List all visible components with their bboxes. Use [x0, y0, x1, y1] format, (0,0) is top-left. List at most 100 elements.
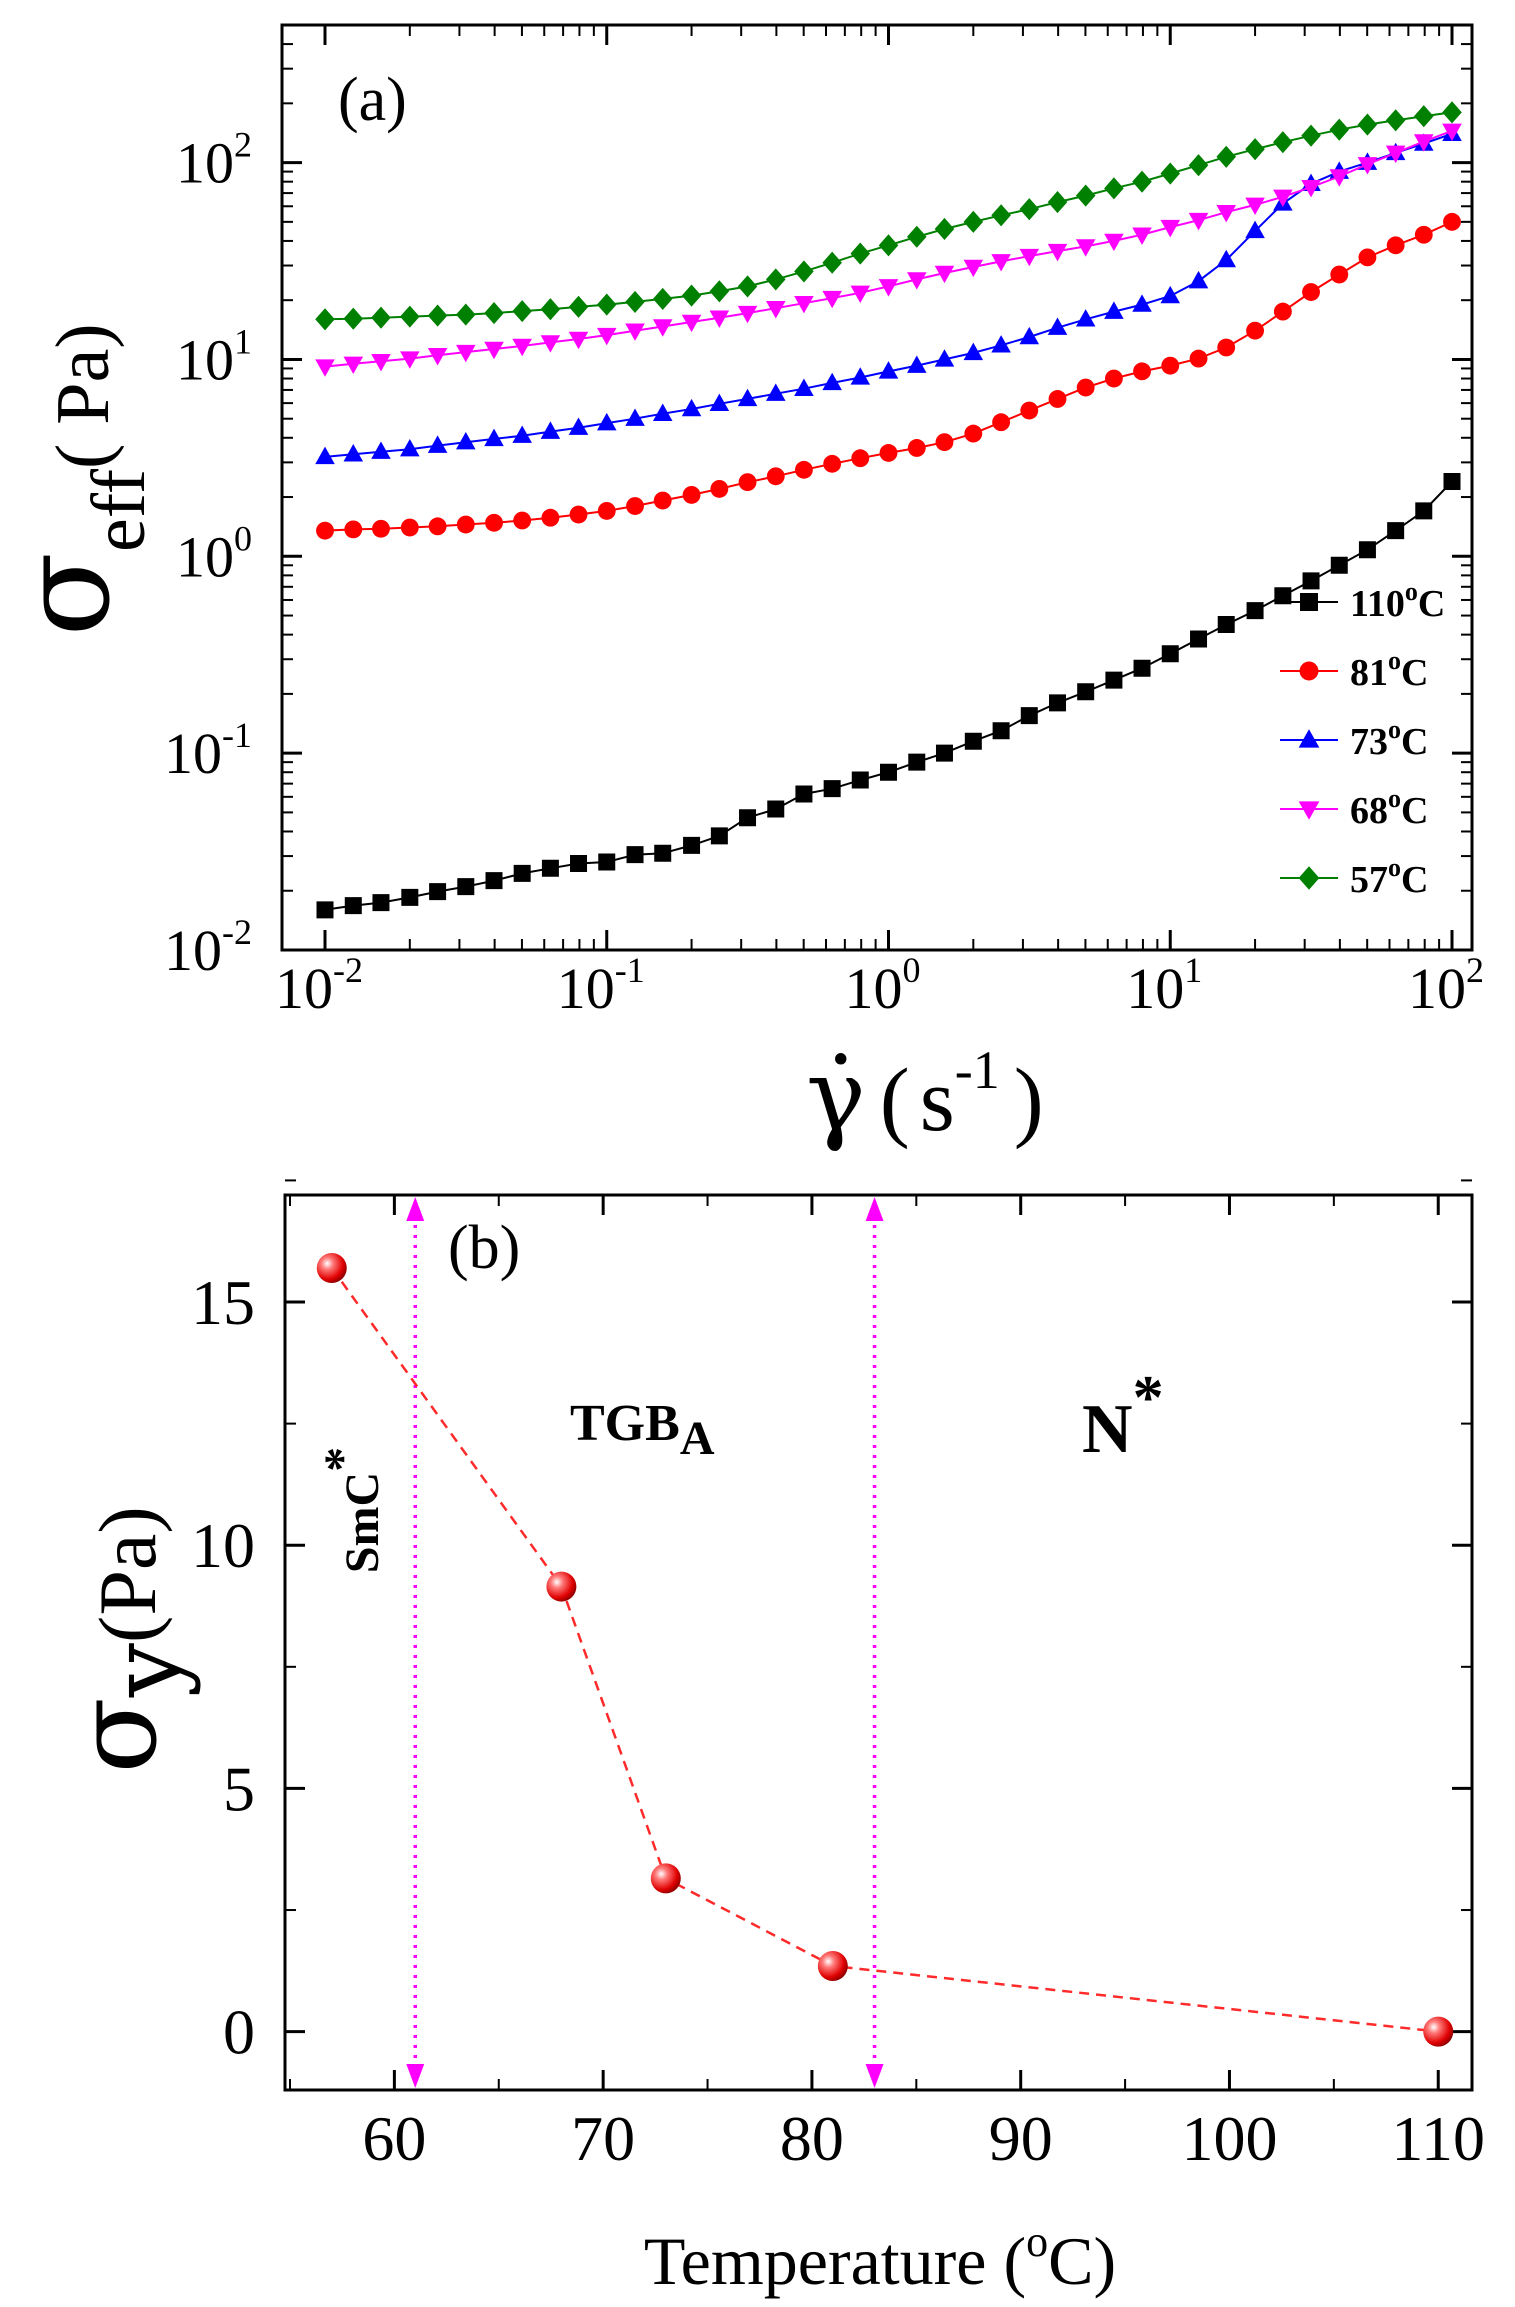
series-68C	[315, 123, 1462, 377]
panel-a: 10-2 10-1 100 101 102 10-2 10-1 100 101 102 110o…	[0, 23, 1484, 1154]
point-68C-3	[400, 351, 420, 369]
panel-a-y-tick-labels: 10-2 10-1 100 101 102	[164, 125, 252, 983]
a-x-tick-label-1: 10-1	[557, 950, 645, 1021]
point-73C-19	[850, 367, 871, 385]
point-68C-24	[991, 254, 1011, 272]
point-73C-10	[596, 412, 617, 431]
svg-text:σeff( Pa): σeff( Pa)	[0, 323, 161, 636]
point-73C-9	[568, 417, 589, 435]
point-81C-14	[710, 479, 729, 498]
point-68C-2	[371, 353, 391, 372]
a-x-tick-label-3: 101	[1126, 950, 1202, 1021]
point-110C-5	[457, 878, 475, 896]
legend-entry-68C: 68oC	[1280, 784, 1428, 832]
point-73C-6	[484, 428, 504, 447]
phase-label-n: N*	[1082, 1364, 1164, 1468]
legend-marker-73C	[1298, 729, 1320, 748]
point-57C-36	[1329, 118, 1350, 141]
point-68C-14	[709, 310, 730, 328]
point-73C-13	[681, 398, 702, 417]
phase-boundary-0	[406, 1197, 425, 2088]
point-68C-8	[540, 335, 561, 353]
point-68C-17	[794, 296, 814, 314]
panel-a-ticks	[282, 24, 1472, 952]
b-y-tick-label-3: 15	[191, 1267, 255, 1338]
b-y-tick-label-2: 10	[191, 1510, 255, 1581]
point-57C-18	[822, 251, 842, 274]
point-68C-16	[765, 301, 786, 319]
point-57C-8	[540, 298, 561, 321]
point-73C-24	[991, 335, 1011, 353]
point-81C-21	[907, 439, 926, 457]
point-68C-32	[1216, 204, 1236, 223]
point-57C-15	[737, 275, 758, 298]
panel-b-ticks	[285, 1179, 1472, 2090]
yield-point-0	[316, 1252, 347, 1283]
arrow-down-icon	[865, 2064, 884, 2088]
series-110C	[316, 472, 1461, 919]
point-57C-29	[1132, 170, 1152, 193]
point-110C-40	[1443, 472, 1461, 490]
point-57C-17	[794, 260, 814, 283]
point-110C-11	[626, 846, 644, 864]
point-57C-22	[934, 217, 955, 241]
a-y-tick-label-0: 10-2	[164, 912, 252, 983]
point-110C-8	[541, 859, 559, 877]
point-110C-0	[316, 901, 334, 919]
point-73C-32	[1216, 249, 1236, 268]
legend-entry-73C: 73oC	[1280, 715, 1428, 763]
point-73C-17	[794, 378, 814, 396]
point-81C-20	[879, 444, 898, 462]
point-110C-4	[429, 883, 447, 901]
a-y-tick-label-3: 101	[176, 321, 252, 392]
point-81C-2	[372, 519, 390, 538]
point-73C-16	[765, 383, 786, 401]
legend-entry-81C: 81oC	[1280, 646, 1428, 694]
point-57C-33	[1245, 138, 1265, 161]
point-73C-5	[456, 431, 476, 450]
point-57C-32	[1216, 145, 1236, 168]
point-73C-20	[878, 361, 899, 379]
phase-smc-text: SmC	[336, 1472, 389, 1573]
point-68C-10	[596, 327, 617, 346]
point-68C-9	[568, 331, 589, 350]
point-81C-18	[823, 454, 842, 473]
point-68C-12	[652, 319, 673, 337]
point-57C-26	[1047, 191, 1068, 214]
yb-label-unit: (Pa)	[82, 1506, 173, 1643]
point-68C-1	[343, 356, 364, 375]
b-x-tick-label-2: 80	[780, 2103, 844, 2174]
point-110C-33	[1246, 602, 1264, 620]
point-81C-10	[597, 502, 616, 520]
point-81C-13	[682, 486, 701, 504]
point-68C-18	[822, 290, 842, 309]
point-81C-0	[316, 521, 334, 540]
point-68C-28	[1104, 233, 1124, 252]
xb-label-tail: C)	[1048, 2223, 1116, 2299]
point-57C-4	[427, 304, 448, 327]
point-110C-38	[1387, 522, 1405, 540]
panel-a-series	[315, 101, 1462, 919]
point-73C-29	[1132, 294, 1152, 312]
point-81C-36	[1330, 265, 1349, 284]
yield-point-2	[650, 1863, 681, 1894]
point-110C-26	[1049, 694, 1067, 712]
point-81C-22	[935, 433, 954, 452]
point-68C-6	[484, 341, 504, 360]
y-label-sub: eff	[77, 468, 161, 552]
series-81C	[316, 212, 1461, 540]
point-57C-10	[596, 293, 617, 316]
point-81C-17	[795, 460, 813, 479]
point-81C-35	[1302, 283, 1320, 301]
legend-marker-110C	[1300, 593, 1318, 611]
point-81C-30	[1161, 356, 1180, 375]
point-68C-30	[1160, 219, 1181, 238]
panel-b-y-tick-labels: 0 5 10 15	[191, 1267, 255, 2068]
point-73C-22	[934, 349, 955, 367]
legend-entry-57C: 57oC	[1280, 853, 1428, 901]
panel-b-x-axis-label: Temperature (oC)	[644, 2217, 1116, 2299]
point-68C-7	[512, 338, 532, 357]
point-68C-40	[1442, 123, 1462, 142]
point-57C-31	[1188, 154, 1209, 177]
panel-b-x-tick-labels: 60 70 80 90 100 110	[362, 2103, 1485, 2174]
